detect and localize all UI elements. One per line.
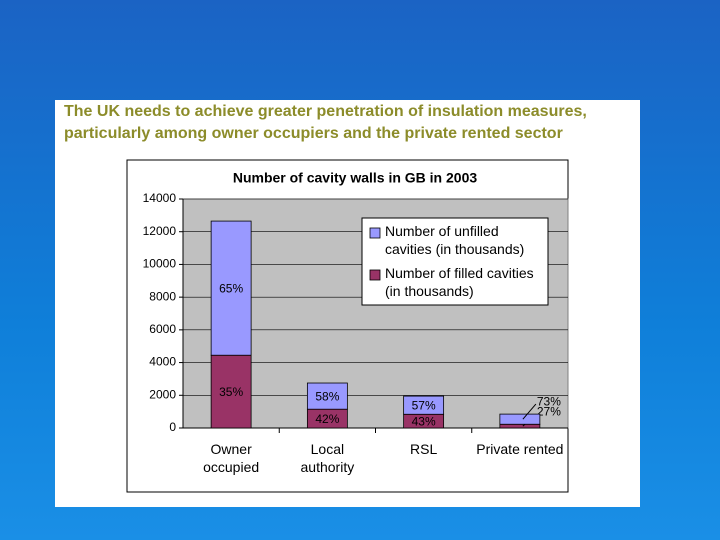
bar-segment (210, 354, 252, 429)
y-tick-label: 14000 (143, 191, 177, 205)
legend-label-box: Number of filled cavities (in thousands) (385, 265, 534, 299)
bar-segment (403, 395, 445, 415)
share-leader (522, 403, 537, 420)
legend-swatch (369, 227, 381, 239)
bar-segment (499, 413, 541, 425)
share-label: 57% (412, 398, 436, 412)
bar-segment (499, 423, 541, 429)
share-label: 65% (219, 281, 243, 295)
x-tick-label: Owner occupied (203, 441, 260, 475)
y-tick-label: 0 (169, 420, 176, 434)
legend-box (361, 217, 549, 306)
share-label: 35% (219, 385, 243, 399)
legend-label-box: Number of unfilled cavities (in thousand… (385, 223, 525, 257)
share-label: 42% (315, 412, 339, 426)
y-tick-label: 2000 (149, 387, 176, 401)
share-label: 43% (412, 414, 436, 428)
y-tick-label: 4000 (149, 355, 176, 369)
legend-label: Number of unfilled cavities (in thousand… (385, 223, 525, 257)
x-tick-label-box: Owner occupied (203, 441, 260, 475)
share-label: 58% (315, 389, 339, 403)
share-label: 73% (537, 394, 561, 408)
legend-label: Number of filled cavities (in thousands) (385, 265, 534, 299)
heading-line: The UK needs to achieve greater penetrat… (64, 103, 587, 120)
y-tick-label: 10000 (143, 257, 177, 271)
bar-segment (306, 382, 348, 410)
y-tick-label: 6000 (149, 322, 176, 336)
legend-swatch (369, 269, 381, 281)
x-tick-label: Private rented (476, 441, 564, 457)
x-tick-label: RSL (410, 441, 438, 457)
x-tick-label: Local authority (300, 441, 355, 475)
share-label: 27% (537, 404, 561, 418)
x-tick-label-box: Private rented (476, 441, 564, 457)
y-tick-label: 8000 (149, 289, 176, 303)
heading-line: particularly among owner occupiers and t… (64, 125, 563, 142)
y-tick-label: 12000 (143, 224, 177, 238)
bar-segment (210, 220, 252, 356)
x-tick-label-box: RSL (410, 441, 438, 457)
chart-title: Number of cavity walls in GB in 2003 (233, 170, 478, 186)
x-tick-label-box: Local authority (300, 441, 355, 475)
